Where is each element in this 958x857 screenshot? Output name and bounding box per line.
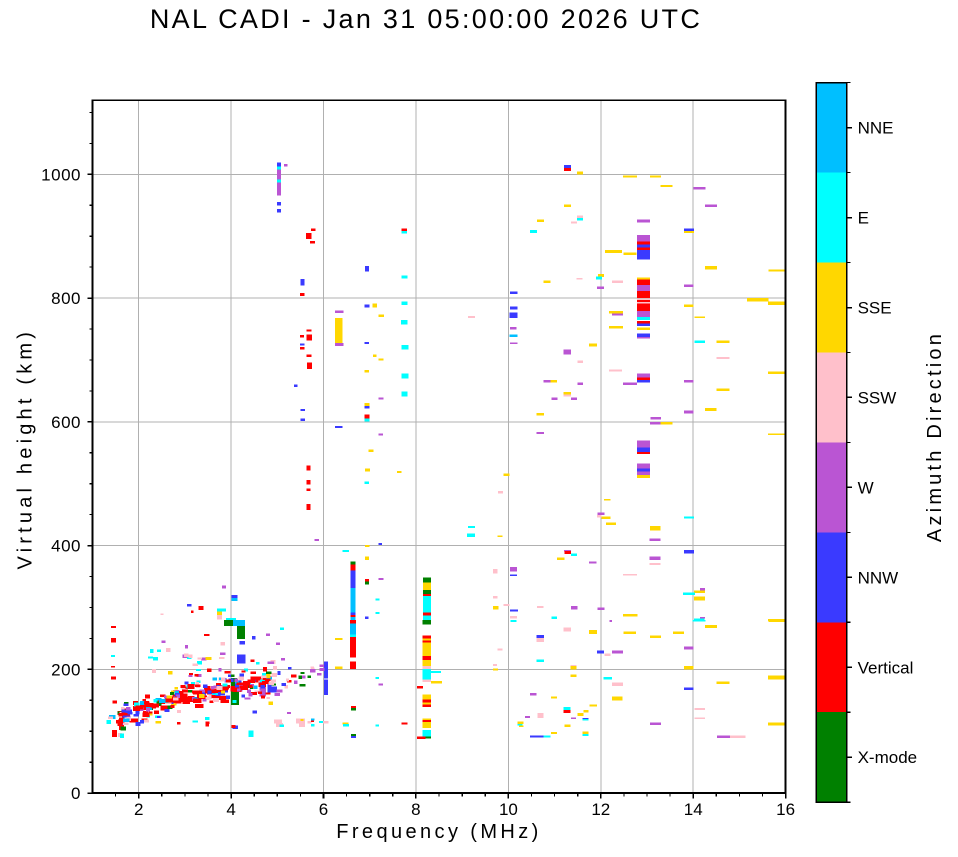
svg-text:0: 0: [71, 784, 81, 803]
svg-text:SSE: SSE: [858, 299, 892, 318]
svg-text:12: 12: [591, 800, 610, 819]
svg-text:Virtual height (km): Virtual height (km): [15, 328, 37, 570]
svg-text:6: 6: [319, 800, 328, 819]
svg-text:200: 200: [51, 660, 81, 679]
svg-text:10: 10: [499, 800, 518, 819]
svg-text:E: E: [858, 209, 869, 228]
svg-text:W: W: [858, 478, 874, 497]
svg-text:SSW: SSW: [858, 388, 897, 407]
svg-text:NAL CADI - Jan 31 05:00:00 202: NAL CADI - Jan 31 05:00:00 2026 UTC: [150, 4, 702, 34]
svg-text:4: 4: [226, 800, 235, 819]
svg-text:1000: 1000: [41, 165, 81, 184]
svg-text:2: 2: [134, 800, 143, 819]
svg-text:Azimuth Direction: Azimuth Direction: [924, 331, 946, 542]
svg-text:NNE: NNE: [858, 119, 894, 138]
svg-text:600: 600: [51, 413, 81, 432]
svg-text:14: 14: [684, 800, 703, 819]
svg-text:Vertical: Vertical: [858, 658, 914, 677]
svg-text:NNW: NNW: [858, 568, 899, 587]
svg-text:X-mode: X-mode: [858, 748, 918, 767]
svg-text:16: 16: [776, 800, 795, 819]
svg-text:Frequency (MHz): Frequency (MHz): [336, 821, 541, 843]
svg-text:400: 400: [51, 537, 81, 556]
svg-text:8: 8: [411, 800, 420, 819]
svg-text:800: 800: [51, 289, 81, 308]
